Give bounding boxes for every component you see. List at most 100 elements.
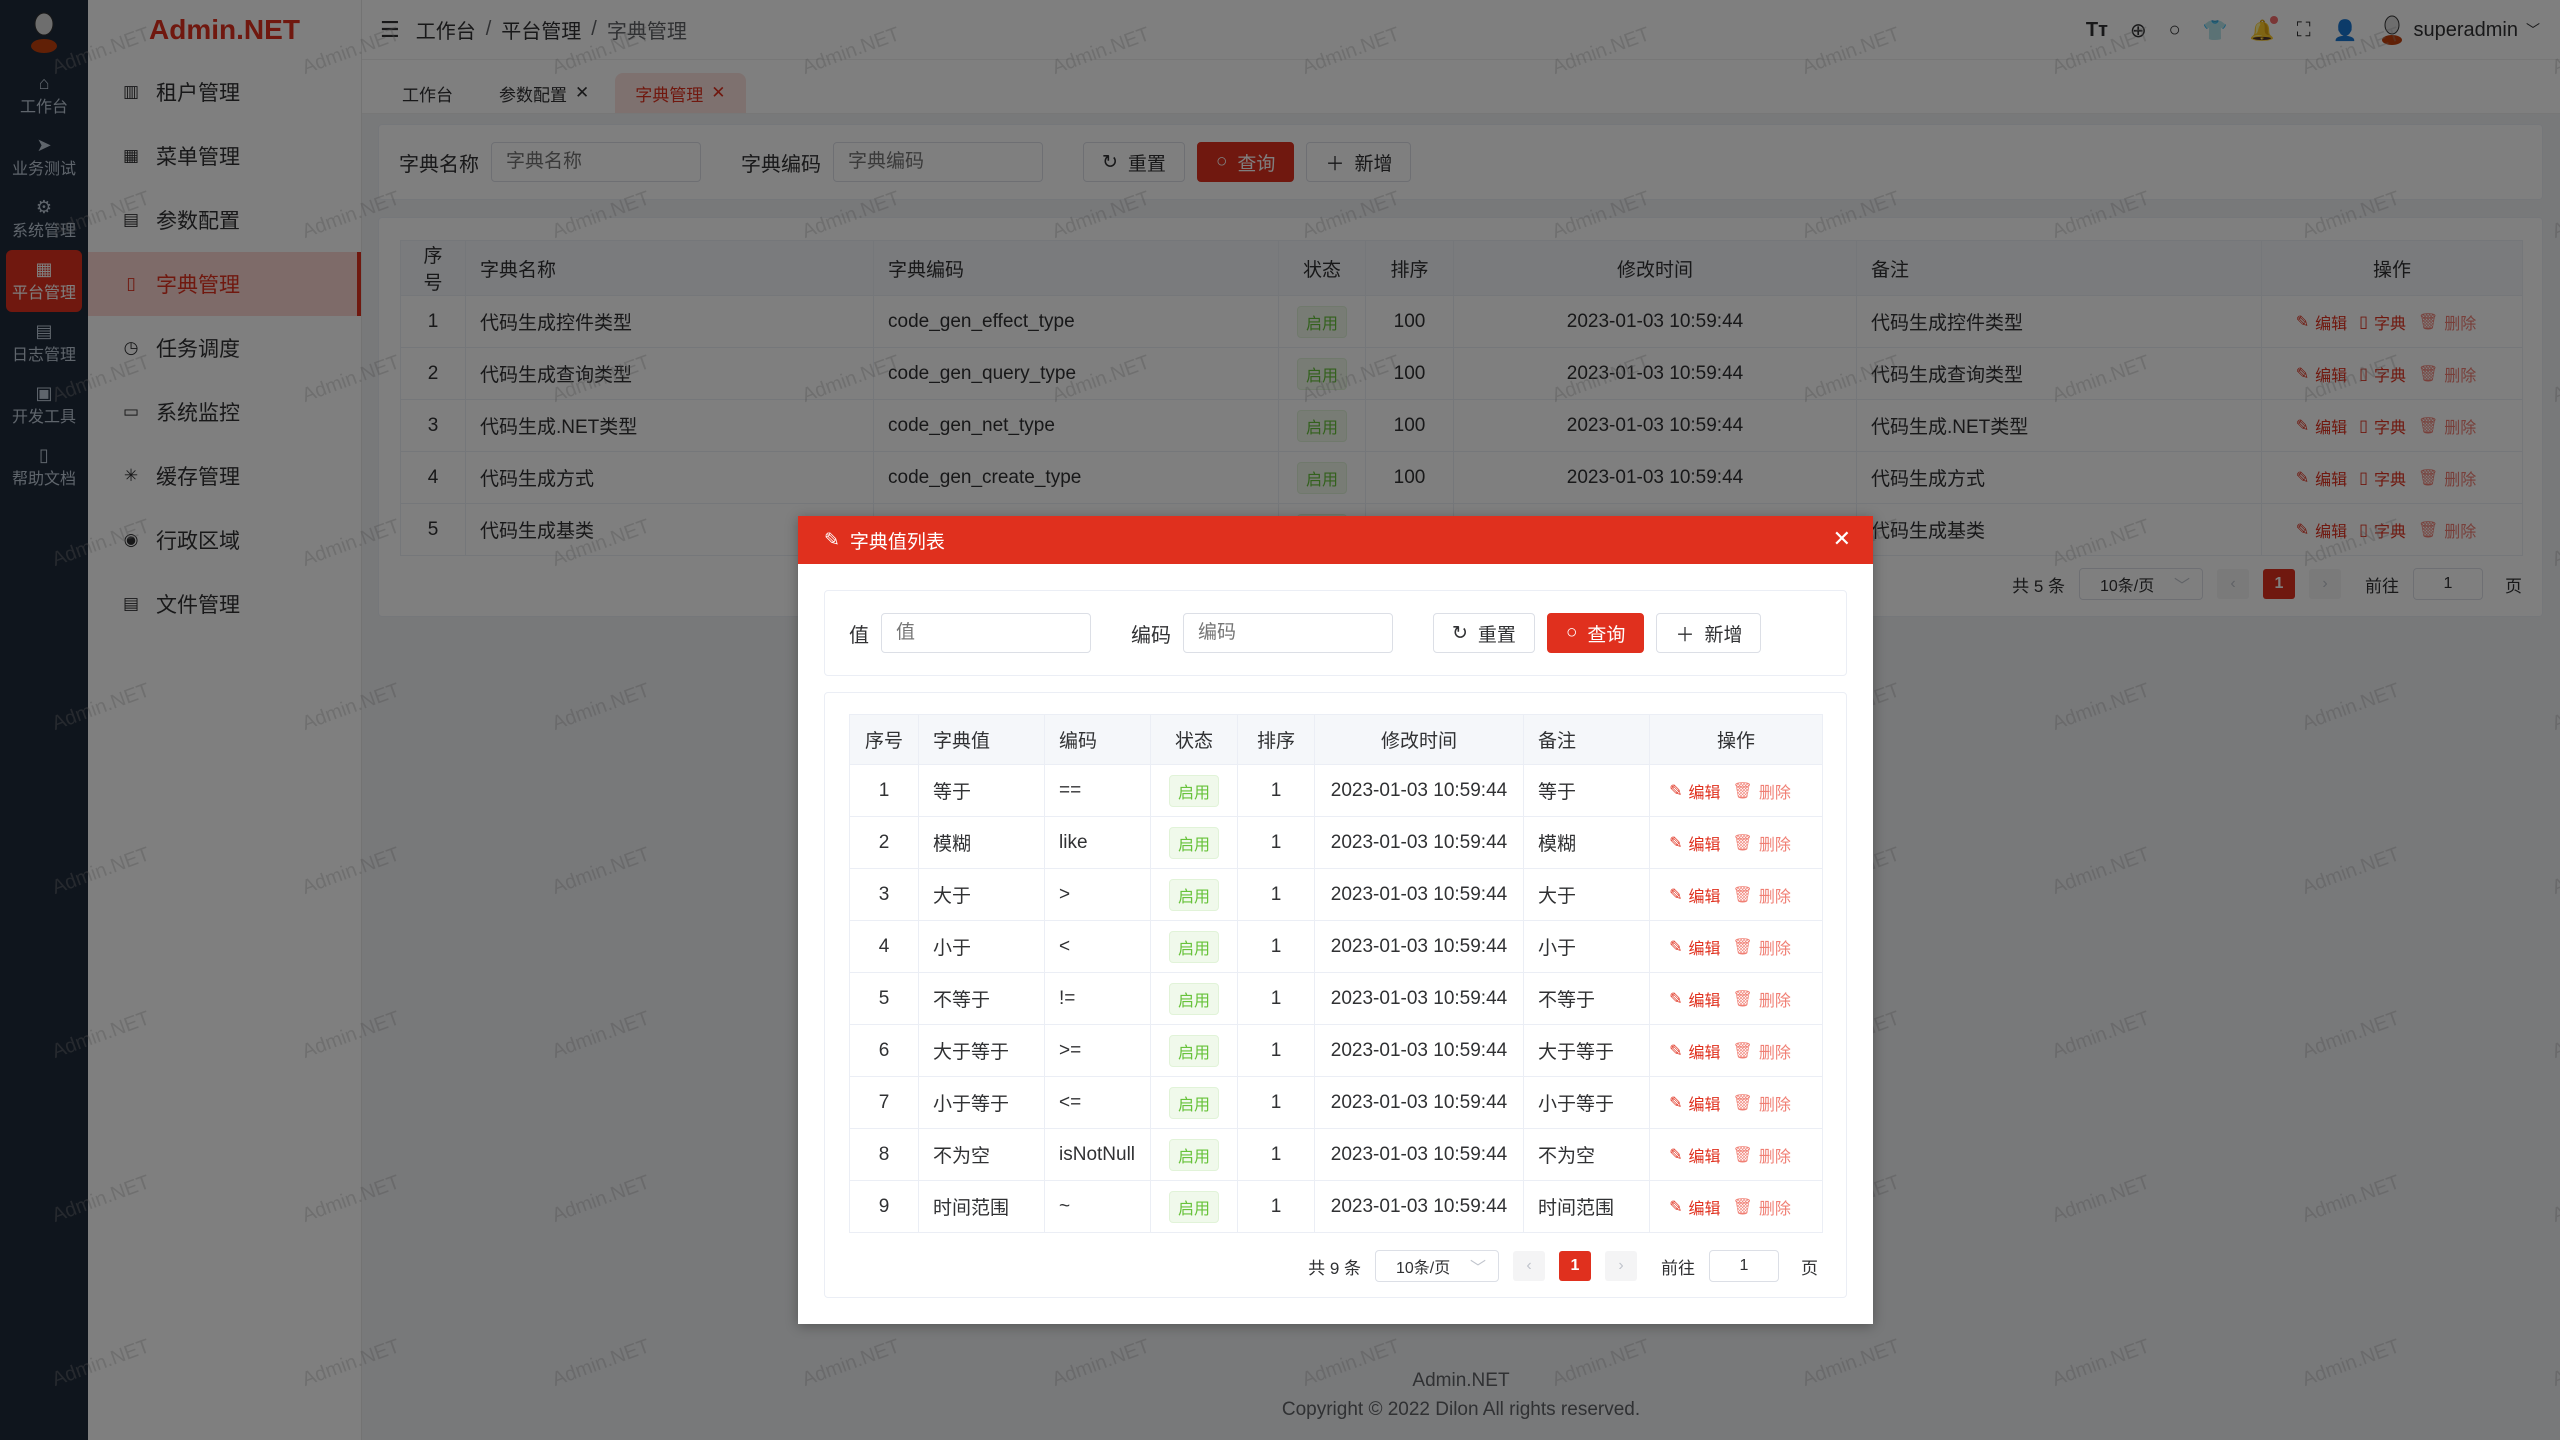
value-input[interactable] xyxy=(881,613,1091,653)
column-header[interactable]: 备注 xyxy=(1523,714,1650,765)
edit-icon: ✎ xyxy=(1669,1094,1683,1112)
table-cell: 2023-01-03 10:59:44 xyxy=(1314,868,1524,921)
table-row: 8 不为空 isNotNull 启用 1 2023-01-03 10:59:44 不为空 ✎ 编… xyxy=(849,1128,1823,1181)
table-cell: 2023-01-03 10:59:44 xyxy=(1314,816,1524,869)
edit-button[interactable]: ✎编辑 xyxy=(1669,990,1721,1010)
status-badge: 启用 xyxy=(1168,1190,1219,1223)
close-icon[interactable]: ✕ xyxy=(1832,526,1851,551)
status-badge: 启用 xyxy=(1168,774,1219,807)
table-cell: 不等于 xyxy=(1523,972,1650,1025)
table-cell: 大于等于 xyxy=(918,1024,1045,1077)
table-cell: 1 xyxy=(1237,1128,1315,1181)
table-cell: 启用 xyxy=(1150,1128,1238,1181)
trash-icon: 🗑 xyxy=(1732,1094,1753,1112)
actions-cell: ✎ 编辑 🗑 删除 xyxy=(1649,1076,1823,1129)
table-cell: 启用 xyxy=(1150,920,1238,973)
code-input[interactable] xyxy=(1183,613,1393,653)
table-cell: 启用 xyxy=(1150,816,1238,869)
prev-page-button[interactable]: ‹ xyxy=(1513,1251,1545,1281)
table-cell: 1 xyxy=(1237,1180,1315,1233)
page-number[interactable]: 1 xyxy=(1559,1251,1591,1281)
edit-icon: ✎ xyxy=(1669,938,1683,956)
trash-icon: 🗑 xyxy=(1732,1146,1753,1164)
table-cell: like xyxy=(1044,816,1151,869)
delete-button[interactable]: 🗑删除 xyxy=(1732,886,1791,906)
table-cell: 2023-01-03 10:59:44 xyxy=(1314,764,1524,817)
table-cell: 启用 xyxy=(1150,868,1238,921)
column-header[interactable]: 修改时间 xyxy=(1314,714,1524,765)
delete-button[interactable]: 🗑删除 xyxy=(1732,1094,1791,1114)
status-badge: 启用 xyxy=(1168,930,1219,963)
table-cell: 启用 xyxy=(1150,972,1238,1025)
table-cell: 等于 xyxy=(918,764,1045,817)
table-cell: 等于 xyxy=(1523,764,1650,817)
table-cell: 2 xyxy=(849,816,919,869)
actions-cell: ✎ 编辑 🗑 删除 xyxy=(1649,816,1823,869)
delete-button[interactable]: 🗑删除 xyxy=(1732,782,1791,802)
delete-button[interactable]: 🗑删除 xyxy=(1732,1146,1791,1166)
delete-button[interactable]: 🗑删除 xyxy=(1732,834,1791,854)
table-cell: 不为空 xyxy=(1523,1128,1650,1181)
column-header[interactable]: 字典值 xyxy=(918,714,1045,765)
edit-button[interactable]: ✎编辑 xyxy=(1669,1094,1721,1114)
edit-button[interactable]: ✎编辑 xyxy=(1669,1146,1721,1166)
value-label: 值 xyxy=(849,624,869,647)
status-badge: 启用 xyxy=(1168,982,1219,1015)
dialog-query-button[interactable]: ○ 查询 xyxy=(1546,613,1645,653)
table-row: 5 不等于 != 启用 1 2023-01-03 10:59:44 不等于 ✎ 编辑 🗑 删除 xyxy=(849,972,1823,1025)
table-cell: 2023-01-03 10:59:44 xyxy=(1314,1024,1524,1077)
table-cell: 1 xyxy=(1237,1076,1315,1129)
status-badge: 启用 xyxy=(1168,1138,1219,1171)
dialog-title: 字典值列表 xyxy=(849,531,945,553)
delete-button[interactable]: 🗑删除 xyxy=(1732,990,1791,1010)
trash-icon: 🗑 xyxy=(1732,886,1753,904)
table-cell: 1 xyxy=(1237,920,1315,973)
trash-icon: 🗑 xyxy=(1732,1042,1753,1060)
column-header[interactable]: 序号 xyxy=(849,714,919,765)
next-page-button[interactable]: › xyxy=(1605,1251,1637,1281)
table-cell: 小于 xyxy=(918,920,1045,973)
column-header[interactable]: 编码 xyxy=(1044,714,1151,765)
table-cell: 启用 xyxy=(1150,1076,1238,1129)
column-header[interactable]: 操作 xyxy=(1649,714,1823,765)
actions-cell: ✎ 编辑 🗑 删除 xyxy=(1649,764,1823,817)
edit-icon: ✎ xyxy=(1669,1042,1683,1060)
dialog-reset-button[interactable]: ↻ 重置 xyxy=(1433,613,1535,653)
table-row: 4 小于 < 启用 1 2023-01-03 10:59:44 小于 ✎ 编辑 🗑 删除 xyxy=(849,920,1823,973)
table-cell: 3 xyxy=(849,868,919,921)
dialog-add-button[interactable]: ＋新增 xyxy=(1656,613,1762,653)
table-cell: isNotNull xyxy=(1044,1128,1151,1181)
chevron-down-icon: ﹀ xyxy=(1469,1260,1486,1277)
table-row: 9 时间范围 ~ 启用 1 2023-01-03 10:59:44 时间范围 ✎ 编辑 🗑 删除 xyxy=(849,1180,1823,1233)
status-badge: 启用 xyxy=(1168,1086,1219,1119)
table-cell: 1 xyxy=(849,764,919,817)
edit-button[interactable]: ✎编辑 xyxy=(1669,834,1721,854)
edit-button[interactable]: ✎编辑 xyxy=(1669,938,1721,958)
edit-button[interactable]: ✎编辑 xyxy=(1669,1198,1721,1218)
table-cell: 时间范围 xyxy=(918,1180,1045,1233)
table-cell: 大于等于 xyxy=(1523,1024,1650,1077)
column-header[interactable]: 状态 xyxy=(1150,714,1238,765)
edit-icon: ✎ xyxy=(824,529,840,551)
code-label: 编码 xyxy=(1131,624,1171,647)
table-cell: > xyxy=(1044,868,1151,921)
actions-cell: ✎ 编辑 🗑 删除 xyxy=(1649,920,1823,973)
actions-cell: ✎ 编辑 🗑 删除 xyxy=(1649,1128,1823,1181)
edit-icon: ✎ xyxy=(1669,886,1683,904)
dialog-search-card: 值 编码 ↻重置 ○查询 ＋新增 xyxy=(824,590,1847,676)
edit-button[interactable]: ✎编辑 xyxy=(1669,886,1721,906)
edit-button[interactable]: ✎编辑 xyxy=(1669,782,1721,802)
delete-button[interactable]: 🗑删除 xyxy=(1732,1198,1791,1218)
table-cell: 2023-01-03 10:59:44 xyxy=(1314,972,1524,1025)
delete-button[interactable]: 🗑删除 xyxy=(1732,938,1791,958)
table-row: 2 模糊 like 启用 1 2023-01-03 10:59:44 模糊 ✎ 编辑 🗑 删除 xyxy=(849,816,1823,869)
table-cell: 2023-01-03 10:59:44 xyxy=(1314,1076,1524,1129)
page-size-select[interactable]: 10条/页﹀ xyxy=(1375,1250,1499,1282)
table-row: 6 大于等于 >= 启用 1 2023-01-03 10:59:44 大于等于 ✎ 编辑 🗑 删除 xyxy=(849,1024,1823,1077)
column-header[interactable]: 排序 xyxy=(1237,714,1315,765)
delete-button[interactable]: 🗑删除 xyxy=(1732,1042,1791,1062)
total-count: 共 9 条 xyxy=(1308,1258,1361,1278)
table-cell: 2023-01-03 10:59:44 xyxy=(1314,1180,1524,1233)
edit-button[interactable]: ✎编辑 xyxy=(1669,1042,1721,1062)
goto-page-input[interactable]: 1 xyxy=(1709,1250,1779,1282)
